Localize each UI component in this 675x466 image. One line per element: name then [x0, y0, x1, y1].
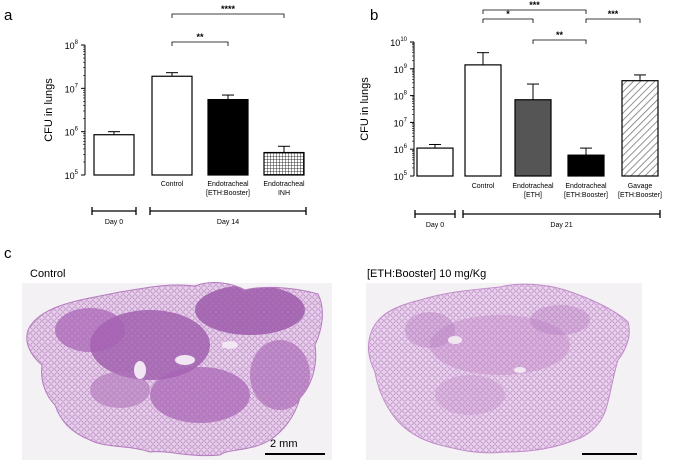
y-tick-label: 1010 [390, 37, 407, 48]
significance-label: ** [196, 32, 204, 42]
significance-label: ** [556, 30, 564, 40]
y-axis-label: CFU in lungs [43, 78, 55, 142]
histology-image-control: 2 mm [22, 282, 332, 460]
category-label: [ETH:Booster] [564, 192, 608, 199]
category-label: [ETH] [524, 192, 542, 199]
category-label: Endotracheal [565, 183, 607, 190]
category-label: Gavage [628, 183, 653, 190]
bar [621, 80, 659, 177]
y-tick-label: 108 [65, 40, 79, 51]
y-axis-label: CFU in lungs [359, 77, 371, 141]
bar [93, 134, 135, 176]
y-tick-label: 109 [394, 64, 408, 75]
category-label: Endotracheal [512, 183, 554, 190]
y-tick-label: 107 [65, 83, 79, 94]
y-tick-label: 105 [65, 170, 79, 181]
bar [263, 151, 305, 176]
y-tick-label: 107 [394, 117, 408, 128]
histology-image-treated [366, 283, 642, 460]
category-label: Endotracheal [263, 181, 305, 188]
significance-label: *** [608, 9, 619, 19]
bar [464, 64, 502, 177]
category-label: Control [161, 181, 184, 188]
panel-letter-b: b [370, 7, 378, 24]
significance-bracket [171, 13, 285, 18]
significance-bracket [482, 9, 587, 14]
group-label: Day 21 [550, 222, 572, 229]
category-label: Control [472, 183, 495, 190]
y-tick-label: 105 [394, 171, 408, 182]
y-tick-label: 106 [65, 127, 79, 138]
category-label: INH [278, 190, 290, 197]
bar [416, 147, 454, 177]
bar [514, 99, 552, 177]
significance-bracket [171, 41, 229, 46]
bar-chart-b: 105 106 107 108 109 1010 CFU in lungs Control En… [359, 0, 662, 229]
category-label: Endotracheal [207, 181, 249, 188]
group-label: Day 0 [105, 219, 123, 226]
significance-label: *** [529, 0, 540, 10]
group-label: Day 0 [426, 222, 444, 229]
panel-letter-a: a [4, 7, 13, 24]
panel-letter-c: c [4, 245, 12, 262]
group-label: Day 14 [217, 219, 239, 226]
bar [151, 75, 193, 176]
significance-bracket [532, 39, 587, 44]
significance-label: **** [221, 4, 236, 14]
bar [207, 98, 249, 176]
histology-label-control: Control [30, 268, 65, 280]
significance-label: * [506, 9, 510, 19]
scale-bar-label: 2 mm [270, 438, 298, 450]
significance-bracket [482, 18, 534, 23]
y-tick-label: 106 [394, 144, 408, 155]
significance-bracket [585, 18, 641, 23]
y-tick-label: 108 [394, 91, 408, 102]
histology-label-treated: [ETH:Booster] 10 mg/Kg [367, 268, 486, 280]
bar-chart-a: 105 106 107 108 CFU in lungs Control Endotrach… [43, 4, 307, 226]
category-label: [ETH:Booster] [206, 190, 250, 197]
bar [567, 154, 605, 177]
category-label: [ETH:Booster] [618, 192, 662, 199]
